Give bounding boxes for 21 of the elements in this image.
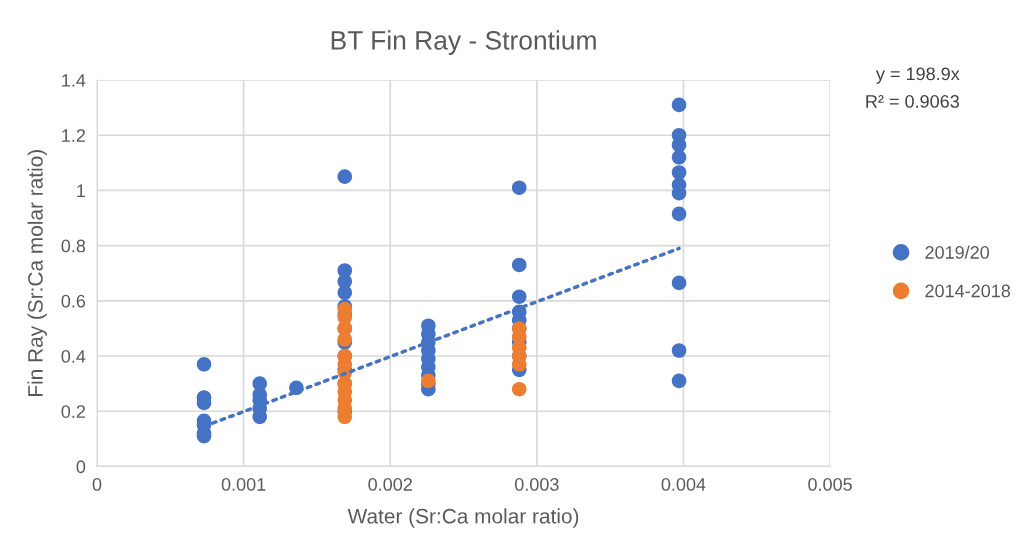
y-tick-label: 0.4 bbox=[61, 349, 86, 363]
legend-label: 2019/20 bbox=[925, 245, 990, 259]
y-tick-label: 1.4 bbox=[62, 74, 86, 87]
y-tick-label: 0.2 bbox=[61, 405, 85, 418]
x-tick-label: 0.003 bbox=[514, 478, 559, 491]
y-tick-label: 0 bbox=[76, 460, 86, 474]
x-tick-label: 0.004 bbox=[661, 478, 706, 491]
text: R² = 0.9063 bbox=[866, 95, 959, 108]
chart-title: BT Fin Ray - Strontium bbox=[331, 30, 596, 55]
x-axis-title: Water (Sr:Ca molar ratio) bbox=[347, 508, 579, 528]
legend-label: 2014-2018 bbox=[925, 284, 1011, 298]
x-tick-label: 0.001 bbox=[221, 478, 266, 491]
x-tick-label: 0 bbox=[92, 478, 102, 491]
y-tick-label: 1 bbox=[77, 184, 85, 197]
x-tick-label: 0.002 bbox=[368, 478, 412, 491]
y-tick-label: 1.2 bbox=[62, 129, 85, 142]
y-axis-title: Fin Ray (Sr:Ca molar ratio) bbox=[27, 150, 47, 396]
y-tick-label: 0.8 bbox=[61, 239, 86, 253]
text: y = 198.9x bbox=[875, 67, 960, 84]
x-tick-label: 0.005 bbox=[808, 478, 852, 491]
y-tick-label: 0.6 bbox=[61, 294, 86, 308]
